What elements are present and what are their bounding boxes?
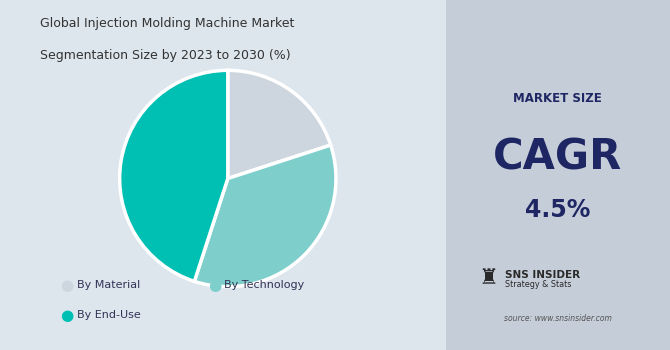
Text: By End-Use: By End-Use xyxy=(77,310,141,320)
Text: By Technology: By Technology xyxy=(224,280,305,290)
Text: CAGR: CAGR xyxy=(493,136,622,178)
Text: 4.5%: 4.5% xyxy=(525,198,590,222)
Text: Global Injection Molding Machine Market: Global Injection Molding Machine Market xyxy=(40,18,295,30)
FancyBboxPatch shape xyxy=(437,0,670,350)
Wedge shape xyxy=(194,145,336,287)
Text: By Material: By Material xyxy=(77,280,140,290)
Wedge shape xyxy=(228,70,331,178)
Text: SNS INSIDER: SNS INSIDER xyxy=(505,270,580,280)
Text: Strategy & Stats: Strategy & Stats xyxy=(505,280,571,289)
Text: ●: ● xyxy=(60,278,74,293)
Text: Segmentation Size by 2023 to 2030 (%): Segmentation Size by 2023 to 2030 (%) xyxy=(40,49,291,62)
Text: ●: ● xyxy=(60,308,74,322)
Text: MARKET SIZE: MARKET SIZE xyxy=(513,91,602,105)
Text: ♜: ♜ xyxy=(478,268,498,288)
Text: source: www.snsinsider.com: source: www.snsinsider.com xyxy=(503,314,612,323)
Wedge shape xyxy=(120,70,228,281)
Text: ●: ● xyxy=(208,278,221,293)
